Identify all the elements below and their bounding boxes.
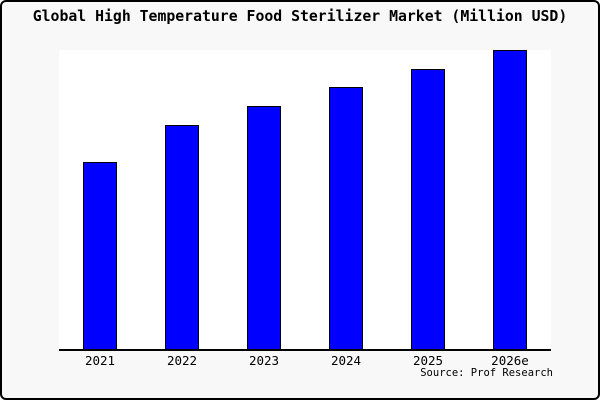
bar-2022	[165, 124, 199, 349]
chart-title: Global High Temperature Food Sterilizer …	[32, 8, 568, 25]
bar-2024	[329, 86, 363, 349]
bar-2023	[247, 105, 281, 349]
x-tick-label-2026e: 2026e	[491, 353, 529, 368]
bar-2025	[411, 68, 445, 349]
x-tick-label-2021: 2021	[84, 353, 116, 368]
x-tick-label-2022: 2022	[166, 353, 198, 368]
x-tick-label-2023: 2023	[248, 353, 280, 368]
x-axis-labels: 2021 2022 2023 2024 2025 2026e	[59, 354, 551, 368]
bar-2026e	[493, 50, 527, 349]
x-tick-label-2024: 2024	[330, 353, 362, 368]
plot-area	[59, 50, 551, 351]
x-tick-label-2025: 2025	[412, 353, 444, 368]
bar-2021	[83, 161, 117, 349]
bars-container	[59, 50, 551, 349]
source-credit: Source: Prof Research	[420, 367, 553, 379]
